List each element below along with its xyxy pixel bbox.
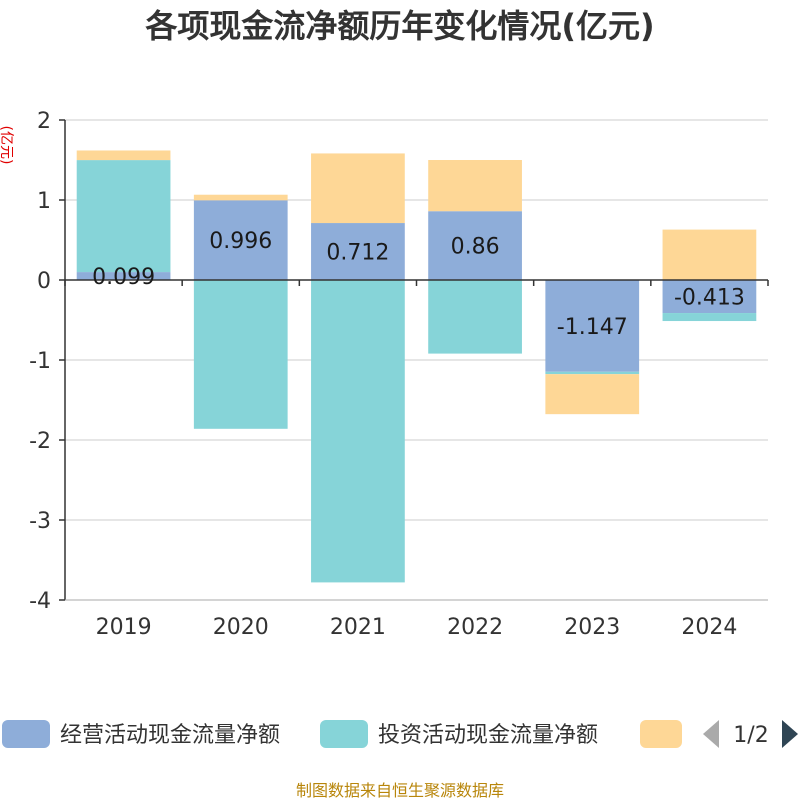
bar-2024-series-0[interactable]	[662, 280, 757, 314]
legend-label-operating[interactable]: 经营活动现金流量净额	[60, 723, 280, 748]
bar-2023-series-1[interactable]	[545, 371, 640, 375]
bar-2020-series-1[interactable]	[193, 280, 288, 429]
bar-2024-series-1[interactable]	[662, 313, 757, 322]
legend-swatch-operating[interactable]	[2, 720, 50, 748]
legend-prev-page-icon[interactable]	[703, 720, 719, 748]
bar-2021-series-1[interactable]	[311, 280, 405, 583]
y-tick-label: -2	[29, 429, 51, 454]
bar-2020-series-2[interactable]	[193, 194, 288, 201]
x-tick-label: 2024	[681, 615, 737, 640]
legend-swatch-third[interactable]	[640, 720, 682, 748]
bar-2022-series-2[interactable]	[428, 160, 522, 212]
y-axis-ticks: 2 1 0 -1 -2 -3 -4	[29, 109, 65, 614]
bar-2019-series-2[interactable]	[76, 150, 171, 161]
legend-label-investing[interactable]: 投资活动现金流量净额	[378, 723, 598, 748]
y-axis-unit-label: (亿元)	[0, 126, 14, 165]
legend-swatch-investing[interactable]	[320, 720, 368, 748]
legend: 经营活动现金流量净额 投资活动现金流量净额 1/2	[2, 720, 798, 748]
data-label-2019: 0.099	[92, 265, 155, 290]
bar-series	[76, 150, 757, 583]
source-footer: 制图数据来自恒生聚源数据库	[296, 781, 504, 800]
legend-page-indicator: 1/2	[733, 723, 768, 748]
bar-2022-series-1[interactable]	[428, 280, 522, 354]
y-tick-label: -4	[29, 589, 51, 614]
x-tick-label: 2020	[213, 615, 269, 640]
x-axis-ticks: 2019 2020 2021 2022 2023 2024	[64, 280, 769, 640]
legend-next-page-icon[interactable]	[782, 720, 798, 748]
y-tick-label: -3	[29, 509, 51, 534]
y-tick-label: -1	[29, 349, 51, 374]
data-label-2020: 0.996	[209, 229, 272, 254]
data-label-2023: -1.147	[557, 315, 628, 340]
data-labels: 0.099 0.996 0.712 0.86 -1.147 -0.413	[92, 229, 745, 340]
bar-2019-series-0[interactable]	[76, 272, 171, 280]
x-tick-label: 2021	[330, 615, 386, 640]
bar-2021-series-2[interactable]	[311, 153, 405, 224]
y-tick-label: 2	[37, 109, 51, 134]
bar-2023-series-0[interactable]	[545, 280, 640, 372]
bar-2019-series-1[interactable]	[76, 160, 171, 273]
data-label-2024: -0.413	[674, 286, 745, 311]
bar-2024-series-2[interactable]	[662, 229, 757, 280]
x-tick-label: 2019	[96, 615, 152, 640]
bar-2022-series-0[interactable]	[428, 211, 522, 280]
y-tick-label: 0	[37, 269, 51, 294]
chart-title: 各项现金流净额历年变化情况(亿元)	[145, 7, 654, 45]
bar-2021-series-0[interactable]	[311, 223, 405, 280]
bar-2023-series-2[interactable]	[545, 374, 640, 415]
bar-2020-series-0[interactable]	[193, 200, 288, 280]
x-tick-label: 2023	[564, 615, 620, 640]
x-tick-label: 2022	[447, 615, 503, 640]
data-label-2021: 0.712	[326, 241, 389, 266]
data-label-2022: 0.86	[451, 235, 500, 260]
y-tick-label: 1	[37, 189, 51, 214]
